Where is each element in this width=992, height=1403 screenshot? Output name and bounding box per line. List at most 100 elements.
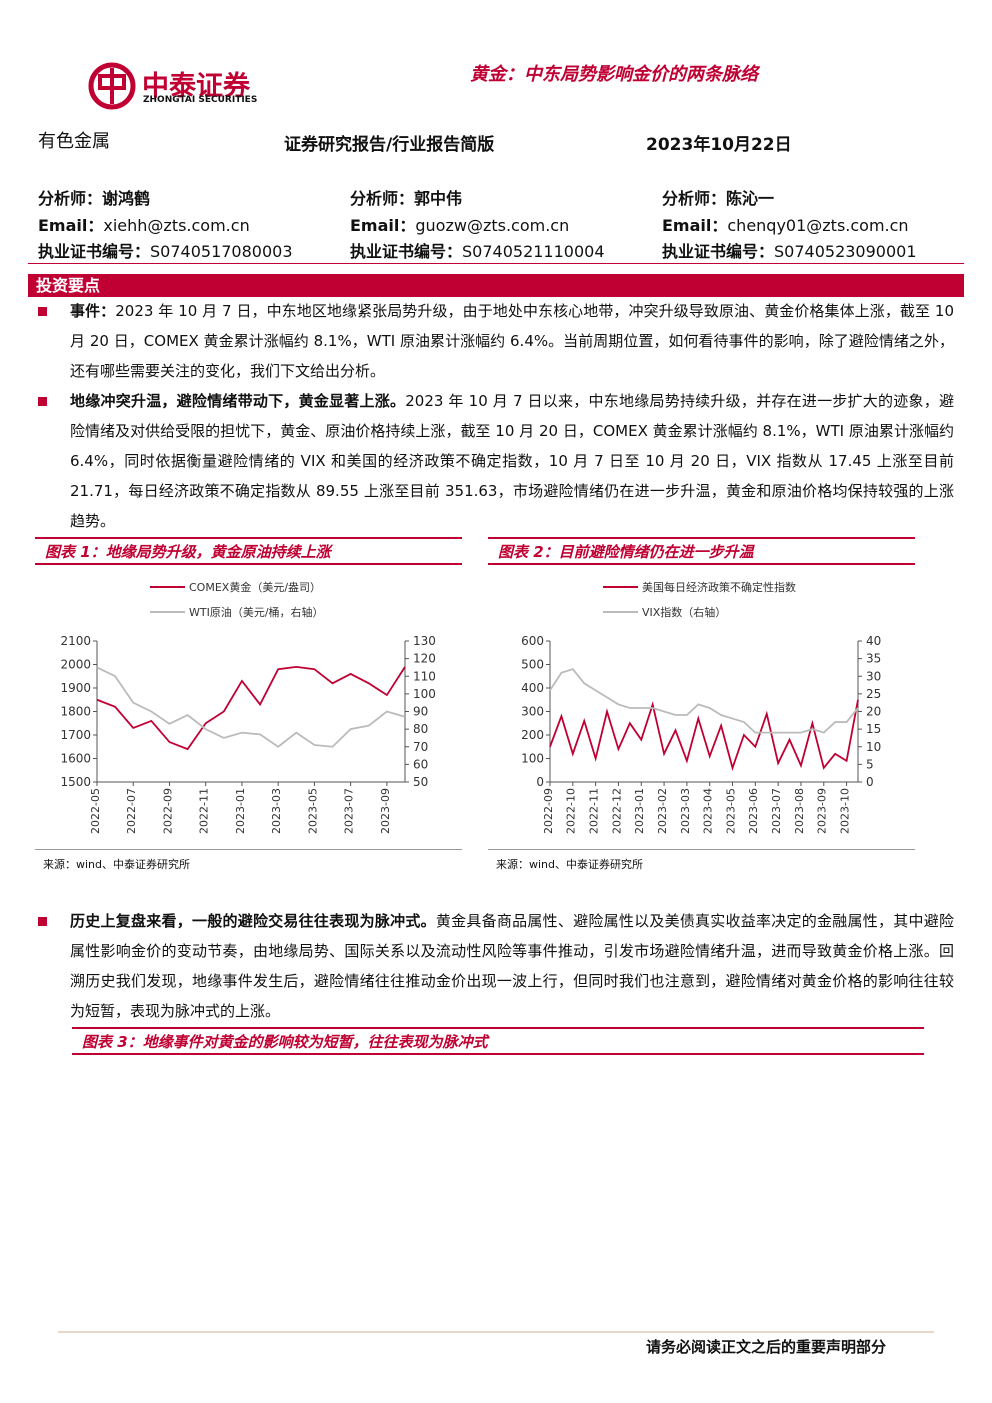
figure-source: 来源：wind、中泰证券研究所 (35, 849, 462, 872)
y2-tick-label: 10 (866, 740, 881, 754)
bullet (38, 917, 47, 926)
x-tick-label: 2023-05 (724, 788, 737, 834)
y2-tick-label: 40 (866, 634, 881, 648)
y2-tick-label: 20 (866, 705, 881, 719)
analyst-cert: 执业证书编号：S0740523090001 (662, 238, 917, 262)
section-title: 投资要点 (28, 274, 964, 297)
y2-tick-label: 130 (413, 634, 436, 648)
y2-tick-label: 110 (413, 669, 436, 683)
y2-tick-label: 50 (413, 775, 428, 789)
x-tick-label: 2023-08 (793, 788, 806, 834)
x-tick-label: 2022-11 (198, 788, 211, 834)
text: 2023 年 10 月 7 日，中东地区地缘紧张局势升级，由于地处中东核心地带，… (70, 302, 954, 380)
y-tick-label: 1600 (60, 752, 91, 766)
y2-tick-label: 70 (413, 740, 428, 754)
figure-caption: 图表 3：地缘事件对黄金的影响较为短暂，往往表现为脉冲式 (72, 1027, 924, 1055)
y-tick-label: 1900 (60, 681, 91, 695)
label: 分析师： (38, 189, 103, 208)
value: xiehh@zts.com.cn (103, 216, 250, 235)
x-tick-label: 2022-07 (125, 788, 138, 834)
x-tick-label: 2023-07 (770, 788, 783, 834)
legend-label: VIX指数（右轴） (642, 605, 726, 619)
y2-tick-label: 0 (866, 775, 874, 789)
series-line (549, 699, 859, 771)
analyst-email: Email：xiehh@zts.com.cn (38, 212, 250, 236)
y-tick-label: 1700 (60, 728, 91, 742)
y2-tick-label: 60 (413, 757, 428, 771)
chart: 1500 1600 1700 1800 1900 2000 2100 50 60 70 80 90 10… (60, 580, 436, 834)
report-date: 2023年10月22日 (646, 135, 792, 155)
x-tick-label: 2023-09 (379, 788, 392, 834)
y-tick-label: 500 (521, 658, 544, 672)
y2-tick-label: 30 (866, 669, 881, 683)
x-tick-label: 2023-02 (656, 788, 669, 834)
lead: 地缘冲突升温，避险情绪带动下，黄金显著上涨。 (70, 392, 406, 410)
lead: 事件： (70, 302, 116, 320)
text: 2023 年 10 月 7 日以来，中东地缘局势持续升级，并存在进一步扩大的迹象… (70, 392, 954, 530)
value: S0740523090001 (774, 242, 917, 261)
analyst-name: 分析师：谢鸿鹤 (38, 185, 150, 209)
paragraph: 地缘冲突升温，避险情绪带动下，黄金显著上涨。2023 年 10 月 7 日以来，… (70, 386, 954, 536)
label: 执业证书编号： (38, 242, 151, 261)
series-line (549, 668, 859, 734)
x-tick-label: 2023-03 (679, 788, 692, 834)
y2-tick-label: 90 (413, 705, 428, 719)
x-tick-label: 2022-11 (588, 788, 601, 834)
label: 分析师： (350, 189, 415, 208)
legend-label: WTI原油（美元/桶，右轴） (189, 605, 324, 619)
x-tick-label: 2023-06 (747, 788, 760, 834)
label: 分析师： (662, 189, 727, 208)
value: guozw@zts.com.cn (415, 216, 570, 235)
y-tick-label: 1800 (60, 705, 91, 719)
x-tick-label: 2023-07 (343, 788, 356, 834)
figure: 图表 1：地缘局势升级，黄金原油持续上涨 1500 1600 1700 1800 1900… (35, 537, 462, 871)
value: S0740521110004 (462, 242, 605, 261)
x-tick-label: 2022-09 (161, 788, 174, 834)
value: chenqy01@zts.com.cn (727, 216, 909, 235)
value: 郭中伟 (414, 189, 463, 208)
analyst-cert: 执业证书编号：S0740517080003 (38, 238, 293, 262)
label: Email： (350, 216, 416, 235)
figure-caption: 图表 2：目前避险情绪仍在进一步升温 (488, 537, 915, 565)
x-tick-label: 2023-05 (306, 788, 319, 834)
figure-caption: 图表 1：地缘局势升级，黄金原油持续上涨 (35, 537, 462, 565)
analyst-email: Email：guozw@zts.com.cn (350, 212, 569, 236)
x-tick-label: 2022-09 (542, 788, 555, 834)
analyst-name: 分析师：郭中伟 (350, 185, 462, 209)
x-tick-label: 2022-10 (565, 788, 578, 834)
y2-tick-label: 25 (866, 687, 881, 701)
logo-cn: 中泰证券 (142, 71, 250, 102)
y-tick-label: 400 (521, 681, 544, 695)
y2-tick-label: 5 (866, 757, 874, 771)
y-tick-label: 100 (521, 752, 544, 766)
y2-tick-label: 80 (413, 722, 428, 736)
value: 陈沁一 (726, 189, 775, 208)
figure: 图表 2：目前避险情绪仍在进一步升温 0 100 200 300 400 500 600 0 5 1… (488, 537, 915, 871)
y2-tick-label: 120 (413, 652, 436, 666)
y2-tick-label: 100 (413, 687, 436, 701)
sector: 有色金属 (38, 131, 110, 152)
value: S0740517080003 (150, 242, 293, 261)
lead: 历史上复盘来看，一般的避险交易往往表现为脉冲式。 (70, 912, 436, 930)
series-line (96, 665, 406, 751)
report-title: 黄金：中东局势影响金价的两条脉络 (470, 64, 758, 85)
x-tick-label: 2023-04 (702, 788, 715, 834)
label: Email： (662, 216, 728, 235)
logo-icon (88, 62, 136, 110)
bullet (38, 307, 47, 316)
y2-tick-label: 15 (866, 722, 881, 736)
analyst-cert: 执业证书编号：S0740521110004 (350, 238, 605, 262)
logo-en: ZHONGTAI SECURITIES (143, 95, 258, 105)
x-tick-label: 2023-01 (234, 788, 247, 834)
footer: 请务必阅读正文之后的重要声明部分 (646, 1338, 887, 1356)
value: 谢鸿鹤 (102, 189, 151, 208)
series-line (96, 666, 406, 748)
x-tick-label: 2022-05 (89, 788, 102, 834)
y-tick-label: 200 (521, 728, 544, 742)
y-tick-label: 300 (521, 705, 544, 719)
text: 黄金具备商品属性、避险属性以及美债真实收益率决定的金融属性，其中避险属性影响金价… (70, 912, 954, 1020)
x-tick-label: 2023-10 (838, 788, 851, 834)
y2-tick-label: 35 (866, 652, 881, 666)
analyst-name: 分析师：陈沁一 (662, 185, 774, 209)
